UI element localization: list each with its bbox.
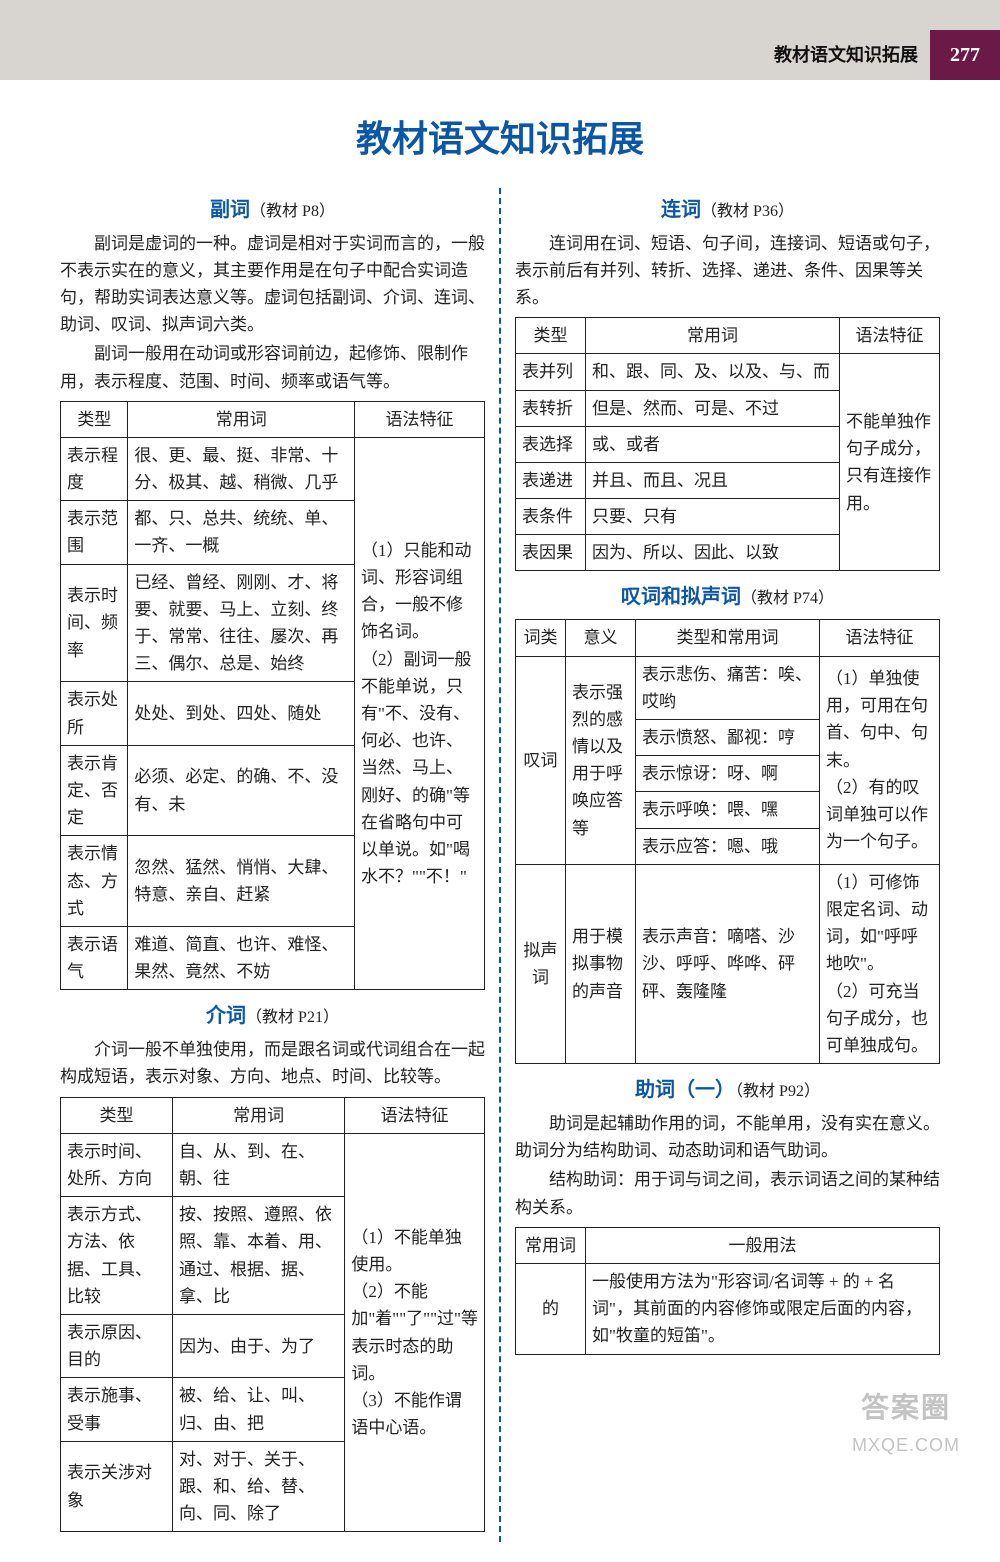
lianci-table: 类型 常用词 语法特征 表并列 和、跟、同、及、以及、与、而 不能单独作句子成分…	[515, 317, 940, 571]
fuci-th-type: 类型	[61, 401, 128, 437]
section-title-jieci: 介词（教材 P21）	[60, 1000, 485, 1032]
fuci-intro2: 副词一般用在动词或形容词前边，起修饰、限制作用，表示程度、范围、时间、频率或语气…	[60, 340, 485, 394]
fuci-intro1: 副词是虚词的一种。虚词是相对于实词而言的，一般不表示实在的意义，其主要作用是在句…	[60, 230, 485, 339]
zhuci-intro2: 结构助词：用于词与词之间，表示词语之间的某种结构关系。	[515, 1166, 940, 1220]
header-title-box: 教材语文知识拓展 277	[774, 30, 1000, 80]
page-number: 277	[930, 30, 1000, 80]
page-content: 教材语文知识拓展 副词（教材 P8） 副词是虚词的一种。虚词是相对于实词而言的，…	[0, 80, 1000, 1562]
jieci-feature: （1）不能单独使用。 （2）不能加"着""了""过"等表示时态的助词。 （3）不…	[345, 1133, 485, 1531]
page-header: 教材语文知识拓展 277	[0, 0, 1000, 80]
tanci-table: 词类 意义 类型和常用词 语法特征 叹词 表示强烈的感情以及用于呼唤应答等 表示…	[515, 619, 940, 1064]
zhuci-intro1: 助词是起辅助作用的词，不能单用，没有实在意义。助词分为结构助词、动态助词和语气助…	[515, 1110, 940, 1164]
section-title-lianci: 连词（教材 P36）	[515, 194, 940, 226]
right-column: 连词（教材 P36） 连词用在词、短语、句子间，连接词、短语或句子，表示前后有并…	[501, 188, 950, 1543]
zhuci-table: 常用词 一般用法 的 一般使用方法为"形容词/名词等 + 的 + 名词"，其前面…	[515, 1227, 940, 1355]
fuci-th-words: 常用词	[128, 401, 355, 437]
jieci-table: 类型 常用词 语法特征 表示时间、处所、方向 自、从、到、在、朝、往 （1）不能…	[60, 1097, 485, 1533]
fuci-table: 类型 常用词 语法特征 表示程度 很、更、最、挺、非常、十分、极其、越、稍微、几…	[60, 401, 485, 991]
watermark: 答案圈 MXQE.COM	[852, 1386, 960, 1460]
section-title-zhuci: 助词（一）（教材 P92）	[515, 1074, 940, 1106]
two-column-layout: 副词（教材 P8） 副词是虚词的一种。虚词是相对于实词而言的，一般不表示实在的意…	[50, 188, 950, 1543]
jieci-intro: 介词一般不单独使用，而是跟名词或代词组合在一起构成短语，表示对象、方向、地点、时…	[60, 1036, 485, 1090]
fuci-feature: （1）只能和动词、形容词组合，一般不修饰名词。 （2）副词一般不能单说，只有"不…	[355, 437, 485, 989]
lianci-intro: 连词用在词、短语、句子间，连接词、短语或句子，表示前后有并列、转折、选择、递进、…	[515, 230, 940, 312]
lianci-feature: 不能单独作句子成分，只有连接作用。	[840, 354, 940, 571]
fuci-th-feature: 语法特征	[355, 401, 485, 437]
section-title-tanci: 叹词和拟声词（教材 P74）	[515, 581, 940, 613]
header-title: 教材语文知识拓展	[774, 41, 930, 70]
main-title: 教材语文知识拓展	[50, 110, 950, 168]
section-title-fuci: 副词（教材 P8）	[60, 194, 485, 226]
left-column: 副词（教材 P8） 副词是虚词的一种。虚词是相对于实词而言的，一般不表示实在的意…	[50, 188, 501, 1543]
